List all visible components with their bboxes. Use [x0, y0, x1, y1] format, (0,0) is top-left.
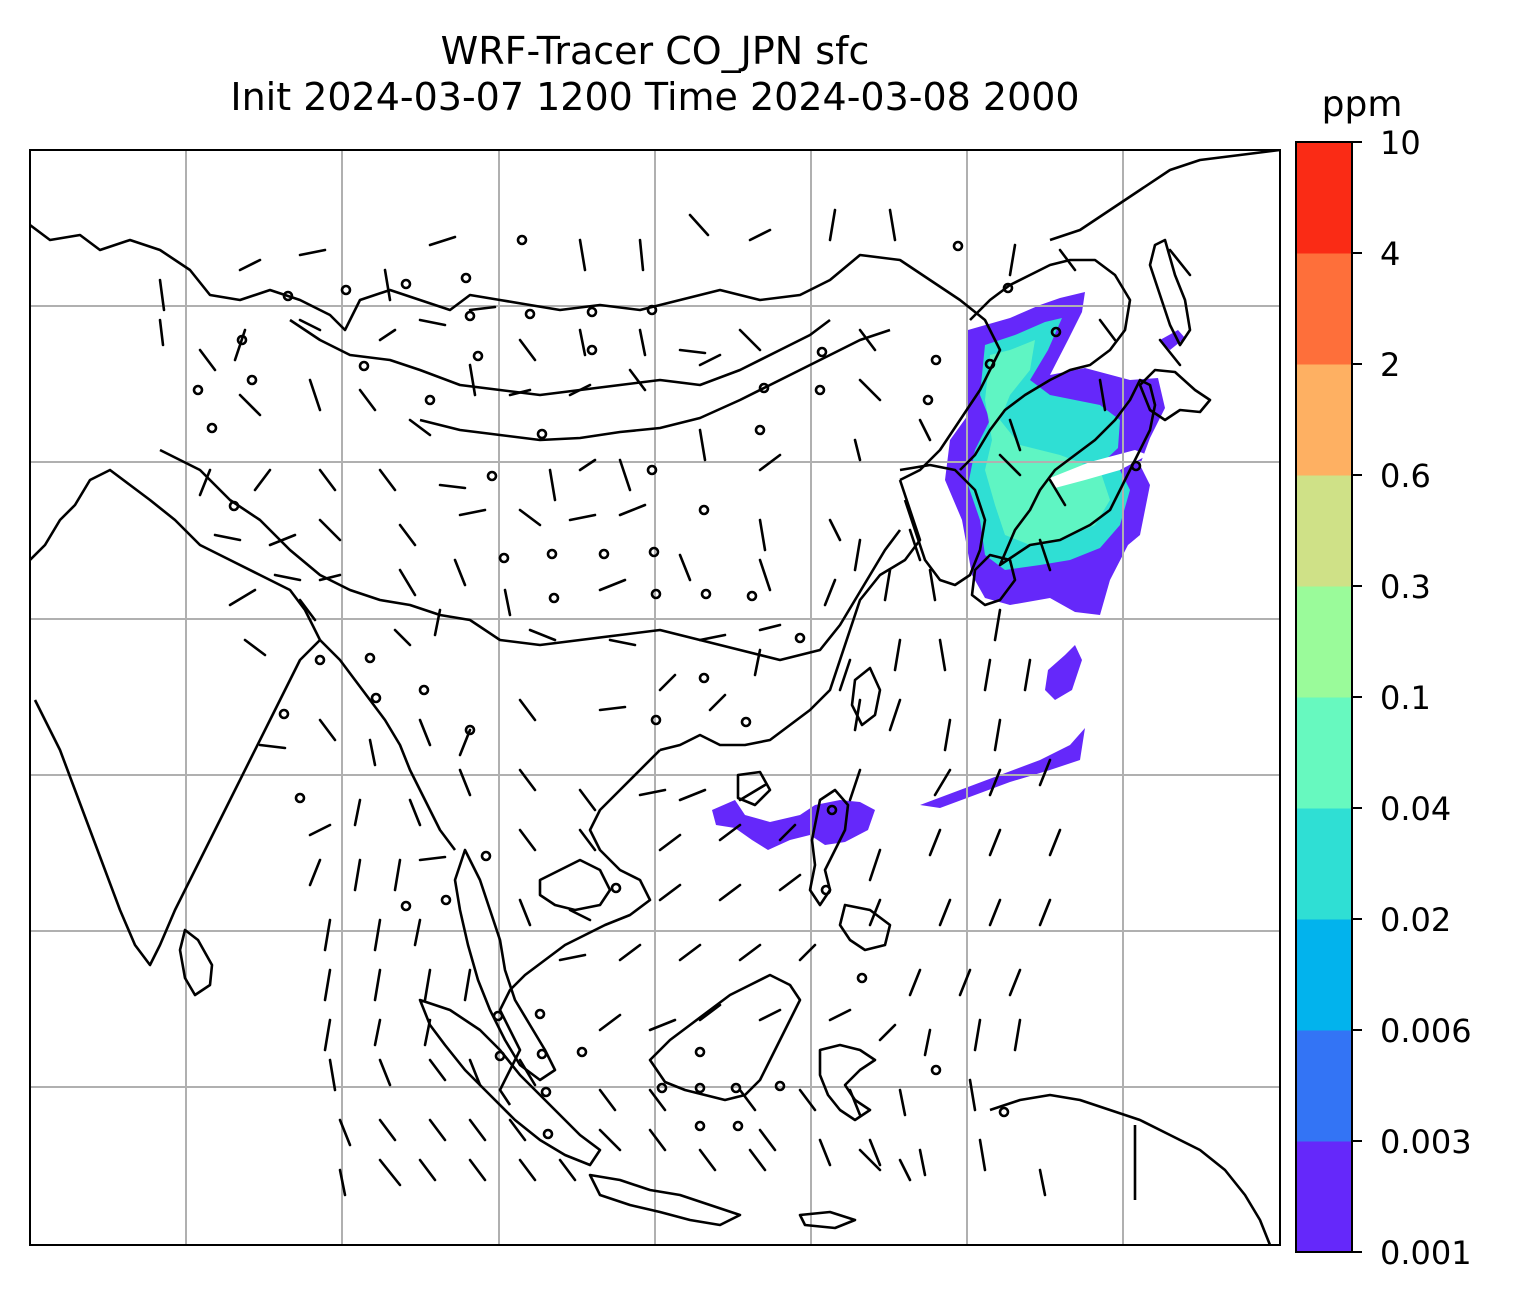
coast-primorye	[959, 258, 1132, 471]
wind-barbs	[158, 208, 1192, 1197]
title-line-2: Init 2024-03-07 1200 Time 2024-03-08 200…	[230, 75, 1080, 119]
colorbar-tick-label-3: 0.02	[1380, 901, 1451, 939]
coast-russia-east	[1049, 150, 1280, 242]
title-line-1: WRF-Tracer CO_JPN sfc	[440, 29, 870, 73]
coast-gulf-thailand	[538, 858, 612, 912]
colorbar-tick-label-4: 0.04	[1380, 790, 1451, 828]
colorbar-band-2	[1296, 919, 1352, 1031]
coast-india	[30, 468, 322, 967]
colorbar-bands	[1296, 142, 1352, 1253]
colorbar-band-3	[1296, 808, 1352, 920]
coastlines	[30, 150, 1280, 1245]
coast-taiwan	[850, 666, 882, 727]
coast-philippines-mindanao	[838, 903, 892, 952]
coast-sumatra	[418, 998, 602, 1167]
colorbar-tick-label-5: 0.1	[1380, 679, 1431, 717]
colorbar-band-0	[1296, 1141, 1352, 1253]
colorbar-tick-label-1: 0.003	[1380, 1123, 1472, 1161]
coast-sri-lanka	[178, 928, 214, 997]
colorbar-tick-label-2: 0.006	[1380, 1012, 1472, 1050]
colorbar-band-4	[1296, 697, 1352, 809]
colorbar-band-7	[1296, 364, 1352, 476]
map-panel	[30, 150, 1280, 1245]
colorbar-band-1	[1296, 1030, 1352, 1142]
coast-china-east	[659, 479, 922, 752]
map-title: WRF-Tracer CO_JPN sfc Init 2024-03-07 12…	[30, 28, 1280, 120]
coast-malay-peninsula	[453, 848, 557, 1082]
plume-kuril-tip	[1160, 330, 1185, 350]
colorbar-band-6	[1296, 475, 1352, 587]
coast-japan-kyushu	[970, 553, 1017, 607]
coast-philippines-luzon	[808, 788, 850, 907]
colorbar-ticks: 0.001 0.003 0.006 0.02 0.04 0.1 0.3 0.6 2 4 10	[1352, 124, 1472, 1272]
colorbar-band-8	[1296, 253, 1352, 365]
coast-hainan	[736, 770, 772, 807]
colorbar: 0.001 0.003 0.006 0.02 0.04 0.1 0.3 0.6 2 4 10 ppm	[1295, 84, 1472, 1272]
border-mongolia	[289, 318, 831, 397]
coast-japan-honshu	[998, 378, 1157, 567]
colorbar-tick-label-9: 4	[1380, 235, 1400, 273]
border-china-north	[419, 328, 891, 442]
coast-timor	[798, 1210, 857, 1230]
colorbar-tick-label-7: 0.6	[1380, 457, 1431, 495]
coast-java	[588, 1173, 742, 1227]
colorbar-tick-label-0: 0.001	[1380, 1234, 1472, 1272]
coast-borneo	[648, 973, 802, 1102]
coast-bay-bengal	[319, 639, 457, 851]
coast-japan-hokkaido	[1138, 368, 1212, 422]
plume-japan-green	[985, 340, 1110, 545]
colorbar-tick-label-10: 10	[1380, 124, 1421, 162]
graticule	[30, 150, 1280, 1245]
colorbar-tick-label-6: 0.3	[1380, 568, 1431, 606]
border-tibet	[159, 448, 902, 662]
coast-korea	[899, 463, 987, 587]
colorbar-band-5	[1296, 586, 1352, 698]
coast-new-guinea	[989, 1093, 1272, 1245]
calm-markers	[192, 234, 1142, 1140]
plume-ryukyu	[1045, 645, 1082, 700]
colorbar-tick-label-8: 2	[1380, 346, 1400, 384]
coast-sakhalin	[1148, 238, 1192, 347]
coast-indochina	[498, 749, 661, 1106]
tracer-plume	[712, 292, 1185, 850]
plume-pacific-band	[920, 728, 1085, 808]
colorbar-band-9	[1296, 142, 1352, 254]
colorbar-unit: ppm	[1322, 84, 1403, 125]
map-frame	[29, 149, 1281, 1246]
